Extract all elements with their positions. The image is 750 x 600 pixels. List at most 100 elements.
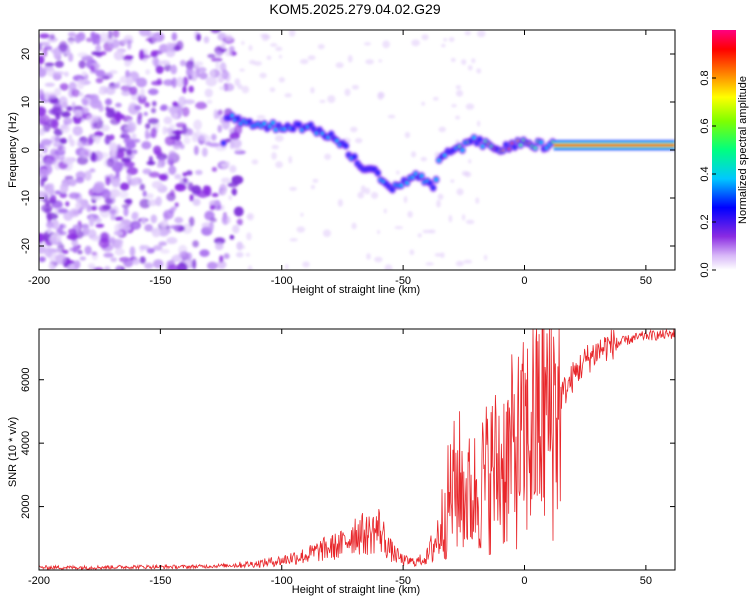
colorbar-tick-label: 0.0: [699, 262, 711, 277]
noise-blob: [124, 134, 131, 144]
noise-blob: [54, 190, 61, 195]
noise-blob: [441, 43, 446, 48]
noise-blob: [300, 212, 304, 217]
noise-blob: [141, 217, 146, 225]
noise-blob: [116, 265, 121, 270]
noise-blob: [223, 83, 235, 92]
noise-blob: [123, 206, 129, 217]
noise-blob: [108, 70, 118, 75]
noise-blob: [39, 256, 46, 263]
noise-blob: [310, 87, 315, 94]
noise-blob: [421, 34, 429, 41]
noise-blob: [126, 172, 132, 184]
noise-blob: [229, 234, 235, 240]
noise-blob: [284, 93, 292, 98]
noise-blob: [428, 229, 436, 234]
spectrogram-y-tick-label: 20: [20, 48, 32, 60]
noise-blob: [382, 40, 390, 49]
noise-blob: [81, 71, 87, 77]
noise-blob: [54, 136, 61, 143]
noise-blob: [199, 249, 210, 257]
noise-blob: [59, 83, 69, 91]
noise-blob: [241, 41, 245, 45]
noise-blob: [132, 257, 140, 265]
noise-blob: [85, 37, 95, 43]
ridge-peak: [472, 136, 476, 140]
noise-blob: [118, 190, 129, 199]
noise-blob: [175, 183, 184, 190]
noise-blob: [219, 163, 225, 167]
snr-panel: -200 -150 -100 -50 0 50 2000 4000 6000 Height o…: [7, 328, 676, 596]
noise-blob: [217, 76, 225, 83]
noise-blob: [152, 259, 164, 269]
noise-blob: [232, 224, 240, 234]
noise-blob: [220, 204, 225, 211]
ridge-core: [375, 170, 381, 177]
snr-series-line: [39, 329, 675, 570]
noise-blob: [54, 248, 61, 253]
snr-x-ticks: -200 -150 -100 -50 0 50: [28, 329, 652, 587]
noise-blob: [126, 76, 133, 85]
noise-blob: [145, 193, 154, 199]
noise-blob: [185, 60, 195, 70]
noise-blob: [179, 143, 185, 150]
noise-blob: [289, 238, 298, 242]
noise-blob: [417, 233, 422, 238]
ridge-peak: [262, 122, 266, 126]
noise-blob: [42, 122, 51, 133]
noise-blob: [190, 70, 198, 82]
noise-blob: [110, 188, 121, 198]
noise-blob: [55, 253, 67, 265]
noise-blob: [166, 42, 173, 52]
noise-blobs: [39, 30, 490, 270]
noise-blob: [259, 72, 267, 79]
noise-blob: [43, 231, 49, 242]
noise-blob: [124, 198, 133, 204]
noise-blob: [163, 79, 175, 86]
noise-blob: [192, 258, 197, 270]
noise-blob: [376, 229, 381, 235]
noise-blob: [146, 247, 155, 254]
ridge-peak: [516, 139, 519, 142]
noise-blob: [261, 33, 270, 42]
ridge-peak: [434, 178, 438, 181]
noise-blob: [351, 84, 360, 90]
noise-blob: [170, 189, 175, 197]
snr-y-tick-label: 4000: [20, 431, 32, 455]
noise-blob: [175, 130, 181, 141]
ridge-core: [511, 144, 518, 151]
noise-blob: [73, 105, 84, 110]
noise-blob: [59, 223, 64, 229]
noise-blob: [189, 194, 194, 202]
ridge-peak: [405, 181, 409, 185]
noise-blob: [213, 109, 219, 120]
noise-blob: [410, 151, 417, 158]
noise-blob: [357, 191, 365, 199]
noise-blob: [234, 78, 241, 87]
noise-blob: [151, 227, 161, 238]
noise-blob: [113, 149, 125, 159]
noise-blob: [44, 62, 55, 67]
noise-blob: [82, 224, 90, 236]
noise-blob: [48, 198, 57, 204]
noise-blob: [127, 121, 137, 133]
noise-blob: [113, 113, 125, 120]
noise-blob: [137, 94, 147, 105]
snr-frame: [38, 328, 676, 571]
noise-blob: [147, 88, 159, 96]
noise-blob: [217, 109, 223, 116]
noise-blob: [289, 186, 297, 191]
noise-blob: [93, 217, 102, 224]
snr-x-tick-label: -50: [395, 575, 411, 587]
noise-blob: [183, 136, 191, 145]
noise-blob: [155, 65, 164, 74]
noise-blob: [90, 65, 95, 72]
noise-blob: [468, 159, 472, 164]
noise-blob: [198, 132, 207, 142]
noise-blob: [119, 182, 130, 191]
noise-blob: [63, 260, 76, 265]
noise-blob: [125, 148, 133, 156]
noise-blob: [53, 88, 62, 97]
noise-blob: [396, 170, 400, 175]
noise-blob: [440, 252, 445, 259]
